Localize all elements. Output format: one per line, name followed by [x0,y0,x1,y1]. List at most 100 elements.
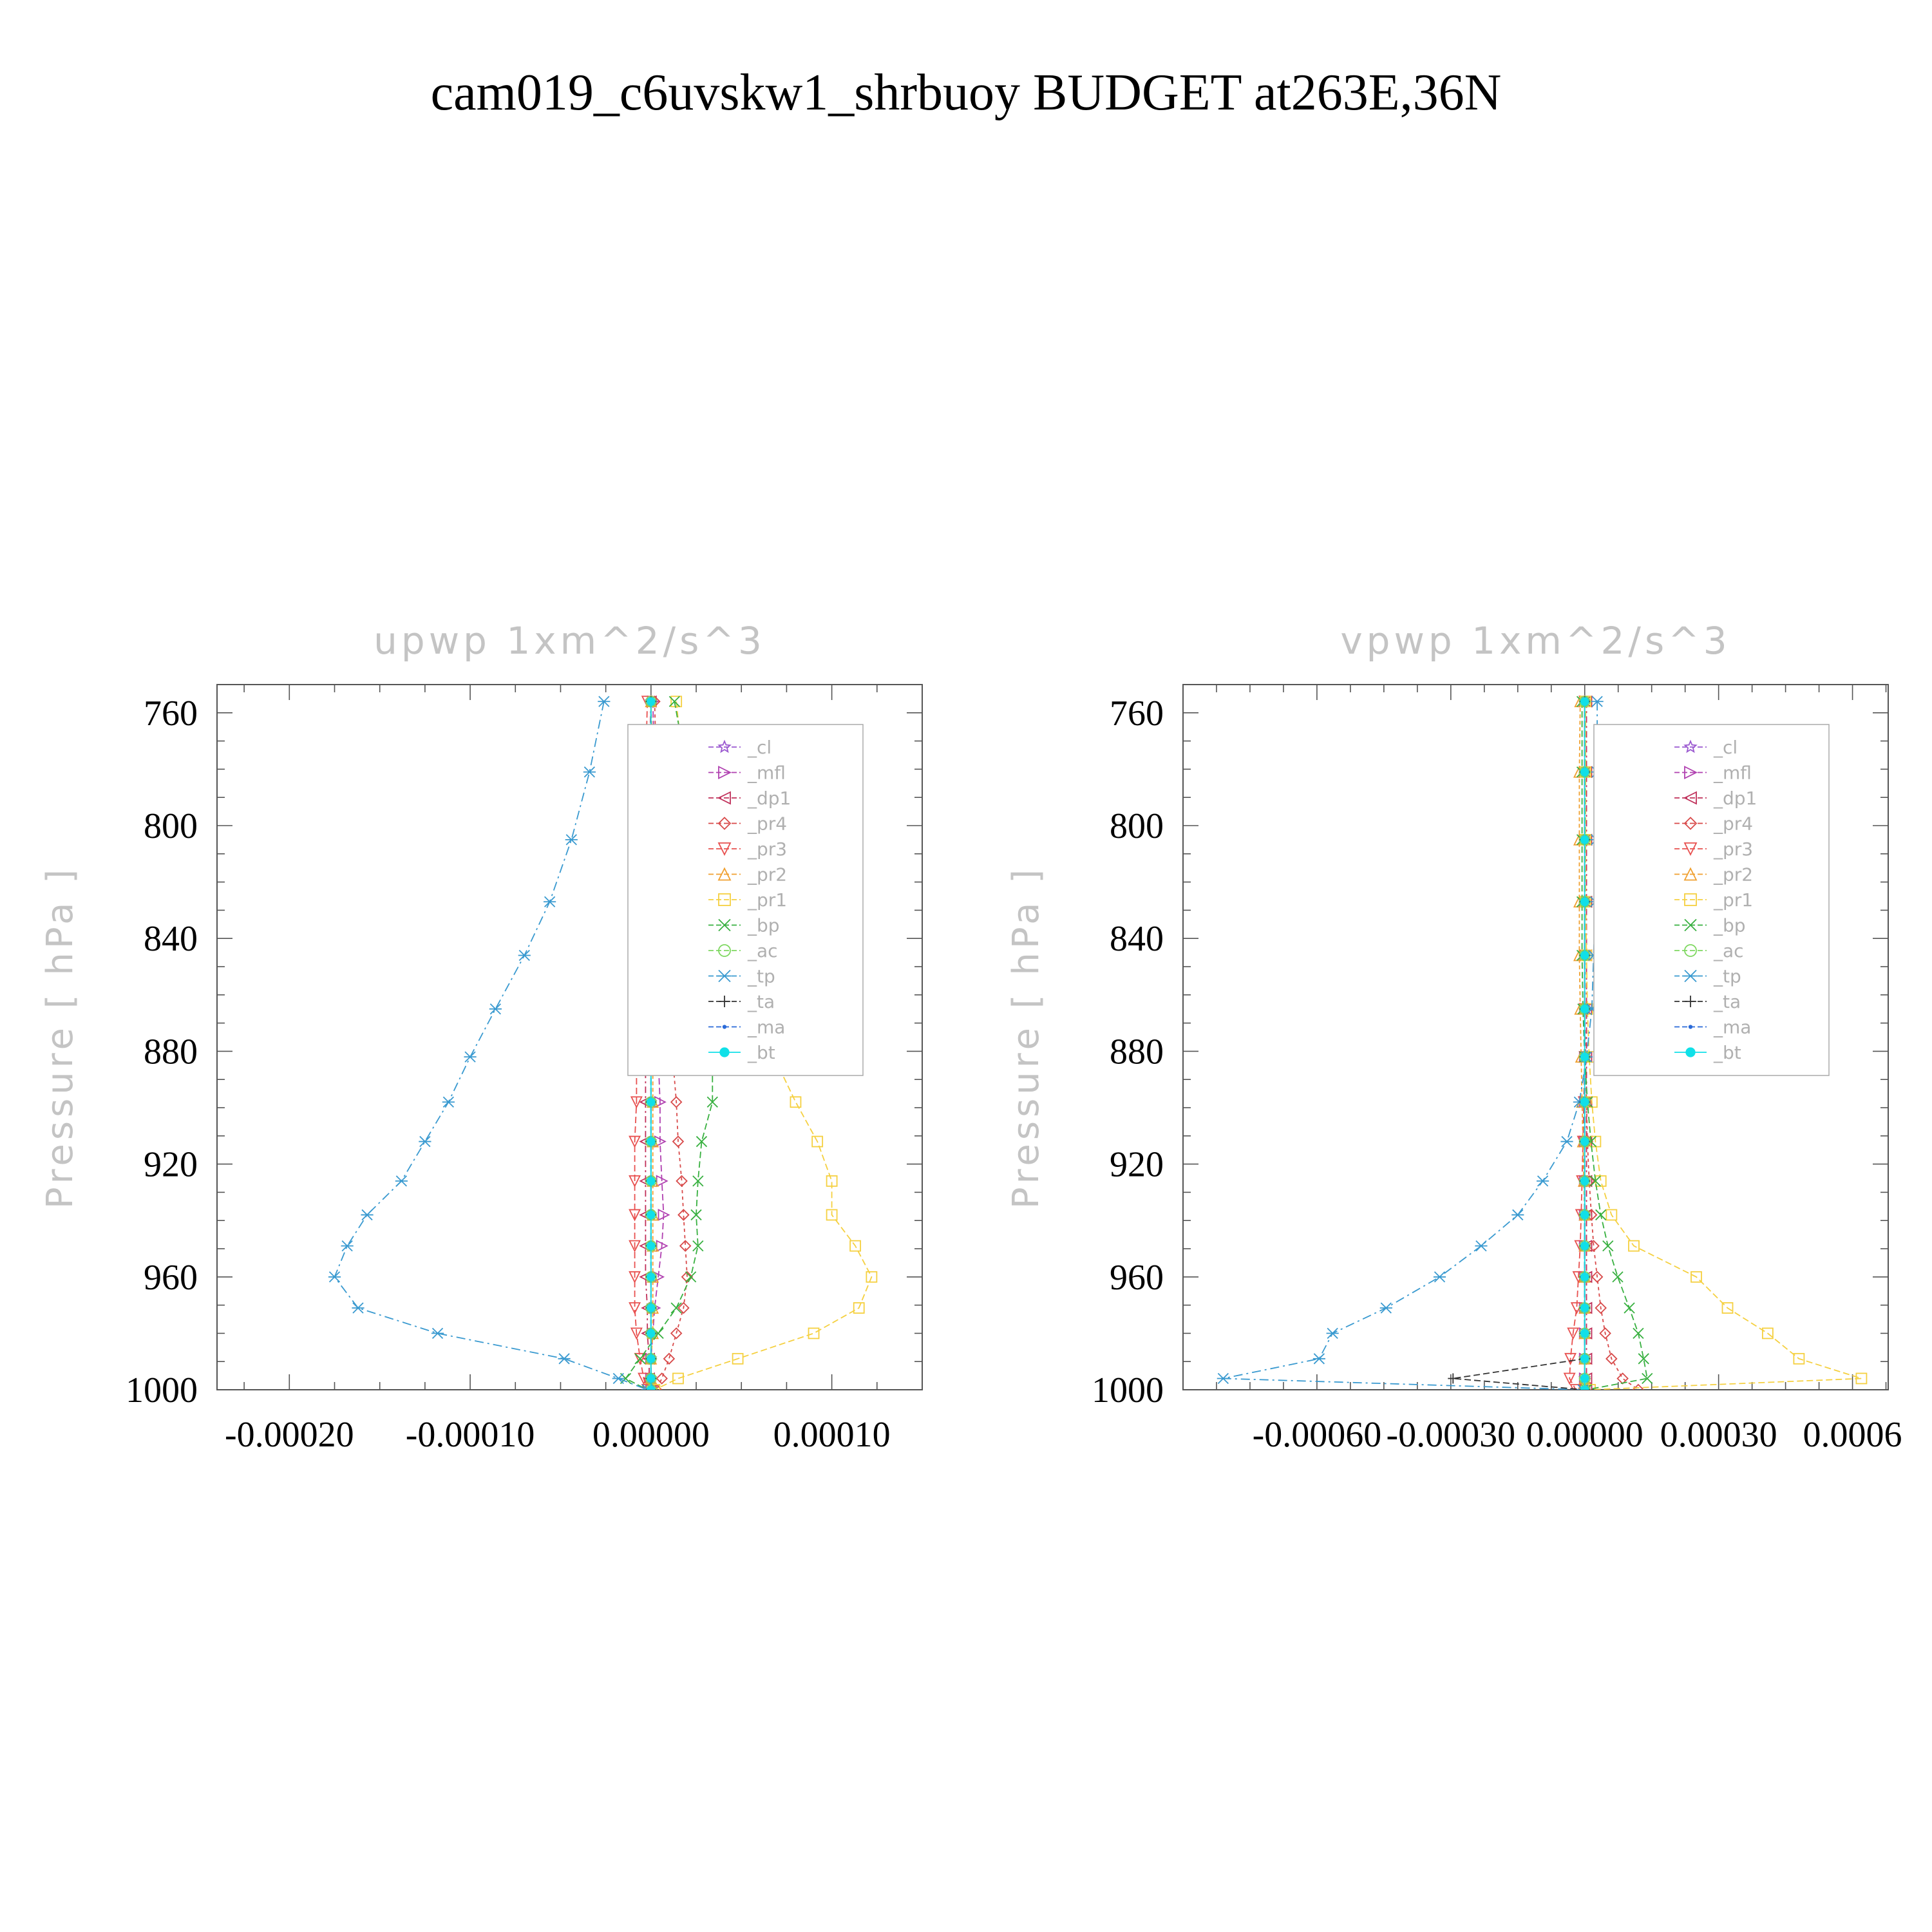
data-point [1721,1302,1734,1314]
legend-label: _bp [1713,915,1746,936]
data-point [1761,1327,1774,1340]
legend-label: _bp [747,915,780,936]
legend-item-ma: _ma [1674,1017,1751,1038]
data-point [692,1240,704,1252]
data-point [1580,697,1589,706]
data-point [629,1135,641,1148]
data-point [1580,1004,1589,1014]
data-point [647,1354,656,1363]
data-point [328,1271,341,1283]
legend-label: _ta [747,991,775,1012]
legend-item-pr4: _pr4 [708,813,787,835]
legend-label: _cl [747,737,772,758]
legend-marker [1683,867,1698,881]
data-point [1448,1373,1459,1384]
legend-item-ac: _ac [1674,940,1744,961]
legend-label: _ac [1713,940,1744,961]
data-point [361,1209,374,1221]
data-point [677,1302,690,1314]
data-point [647,1137,656,1146]
legend-item-pr2: _pr2 [708,864,787,886]
legend-label: _dp1 [1713,788,1757,809]
legend-label: _pr1 [1713,889,1753,911]
y-tick-label: 840 [144,919,198,959]
legend-item-pr4: _pr4 [1674,813,1753,835]
legend-marker [1684,944,1697,957]
data-point [685,1271,697,1283]
data-point [1569,1384,1582,1390]
data-point [1642,1372,1653,1385]
data-point [1580,1303,1589,1312]
y-tick-label: 800 [144,806,198,846]
legend-marker [717,969,732,983]
data-point [1591,696,1604,707]
legend-marker [1683,791,1697,805]
data-point [544,896,556,907]
data-point [1560,1135,1573,1148]
data-point [668,696,680,707]
data-point [1580,835,1589,844]
legend-box [627,724,864,1076]
x-tick-label: 0.00030 [1660,1415,1777,1455]
y-tick-label: 1000 [1092,1370,1164,1410]
x-tick-label: -0.00060 [1253,1415,1382,1455]
data-point [696,1135,708,1148]
legend-label: _pr3 [1713,838,1753,860]
data-point [1580,897,1589,907]
data-point [676,1175,688,1188]
legend-label: _bt [1713,1042,1741,1063]
y-tick-label: 760 [1110,694,1164,734]
data-point [489,1003,502,1015]
x-tick-label: 0.0006 [1803,1415,1902,1455]
series-line [334,701,648,1390]
upwp-panel: upwp 1xm^2/s^3 Pressure [ hPa ] 760 800 840 8… [39,619,923,1455]
x-tick-label: -0.00030 [1386,1415,1515,1455]
legend-item-cl: _cl [1674,737,1738,758]
data-point [670,1302,682,1314]
legend-marker [1684,766,1698,779]
data-point [1580,951,1589,960]
legend-item-ac: _ac [708,940,778,961]
legend-box [1593,724,1830,1076]
series-line [634,701,649,1390]
data-point [663,1352,676,1365]
series-line [1569,701,1586,1390]
data-point [681,1271,694,1283]
data-point [647,1210,656,1220]
data-point [1475,1240,1488,1252]
legend-item-bt: _bt [1674,1042,1741,1063]
data-point [670,696,683,708]
legend-marker [722,1025,727,1029]
x-tick-label: -0.00010 [406,1415,535,1455]
data-point [670,1327,683,1340]
data-point [706,1096,718,1108]
data-point [1595,1302,1607,1314]
data-point [647,1385,656,1390]
data-point [1628,1240,1640,1252]
data-point [629,1302,641,1314]
data-point [649,1384,661,1390]
data-point [1591,1271,1604,1283]
legend-label: _pr1 [747,889,787,911]
legend-label: _bt [747,1042,775,1063]
data-point [1612,1271,1624,1283]
legend-label: _ac [747,940,778,961]
data-point [431,1327,444,1340]
data-point [419,1135,431,1148]
data-point [1580,1374,1589,1383]
legend-label: _pr2 [747,864,787,886]
legend-item-mfl: _mfl [1674,762,1752,784]
y-tick-label: 1000 [126,1370,198,1410]
data-point [1433,1271,1446,1283]
data-point [1633,1327,1644,1340]
data-point [679,1240,692,1252]
data-point [647,697,656,706]
series-line [654,701,873,1390]
legend-label: _pr3 [747,838,787,860]
data-point [641,1384,654,1390]
data-point [658,1208,670,1221]
legend-label: _ma [747,1017,785,1038]
data-point [612,1372,625,1385]
data-point [1690,1271,1702,1283]
